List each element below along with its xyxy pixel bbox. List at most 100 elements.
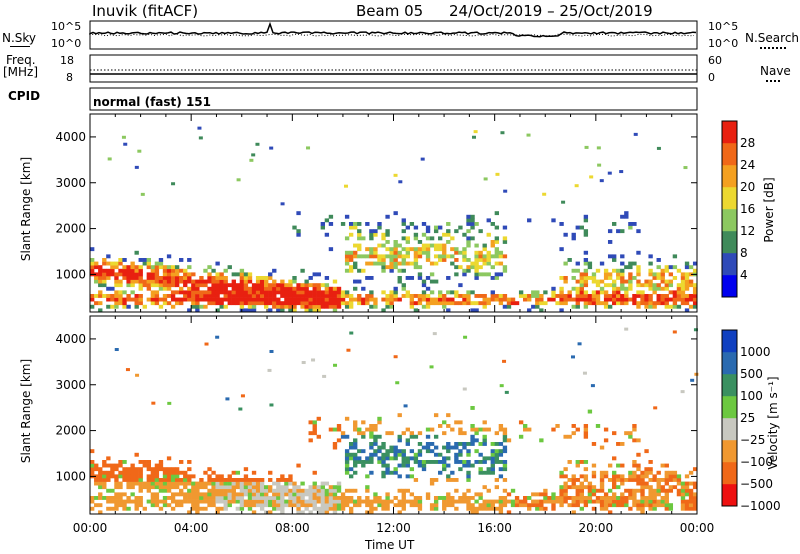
heatmap-cell: [264, 510, 269, 515]
heatmap-cell: [106, 268, 111, 273]
heatmap-cell: [607, 294, 613, 298]
heatmap-cell: [462, 499, 467, 504]
heatmap-cell: [620, 214, 625, 219]
heatmap-cell: [470, 214, 475, 219]
heatmap-cell: [482, 427, 487, 432]
heatmap-cell: [397, 279, 402, 284]
heatmap-cell: [652, 272, 657, 277]
heatmap-cell: [231, 294, 236, 298]
date-range: 24/Oct/2019 – 25/Oct/2019: [449, 2, 653, 20]
heatmap-cell: [223, 492, 228, 497]
heatmap-cell: [162, 272, 168, 277]
heatmap-cell: [170, 294, 176, 298]
heatmap-cell: [207, 503, 212, 508]
heatmap-cell: [417, 276, 423, 280]
heatmap-cell: [288, 290, 293, 295]
heatmap-cell: [401, 499, 406, 504]
colorbar-segment: [722, 253, 737, 276]
heatmap-cell: [421, 283, 427, 288]
cpid-label: CPID: [8, 89, 41, 103]
heatmap-cell: [466, 229, 471, 234]
heatmap-cell: [486, 297, 491, 302]
heatmap-cell: [385, 492, 390, 497]
heatmap-cell: [607, 510, 613, 515]
heatmap-cell: [486, 254, 491, 259]
heatmap-cell: [620, 478, 625, 482]
heatmap-cell: [454, 452, 459, 457]
heatmap-cell: [628, 434, 633, 439]
heatmap-cell: [632, 496, 637, 500]
heatmap-cell: [401, 222, 406, 226]
heatmap-cell: [373, 449, 378, 454]
heatmap-cell: [247, 506, 253, 511]
heatmap-cell: [227, 492, 232, 497]
heatmap-cell: [94, 481, 99, 486]
heatmap-speckle: [473, 130, 478, 134]
heatmap-cell: [486, 261, 491, 266]
heatmap-cell: [276, 478, 281, 482]
heatmap-cell: [668, 470, 674, 475]
heatmap-cell: [324, 232, 330, 237]
heatmap-cell: [292, 301, 297, 306]
heatmap-cell: [522, 427, 528, 432]
heatmap-cell: [106, 496, 111, 500]
heatmap-cell: [268, 499, 273, 504]
heatmap-cell: [446, 254, 451, 259]
heatmap-cell: [324, 218, 330, 223]
heatmap-cell: [401, 236, 406, 241]
heatmap-cell: [591, 470, 597, 475]
heatmap-cell: [357, 236, 362, 241]
heatmap-cell: [158, 463, 164, 468]
heatmap-cell: [502, 438, 508, 443]
heatmap-cell: [174, 290, 180, 295]
heatmap-speckle: [607, 171, 612, 175]
heatmap-cell: [292, 488, 297, 493]
heatmap-cell: [122, 470, 127, 475]
heatmap-cell: [146, 258, 151, 262]
heatmap-cell: [692, 304, 698, 309]
heatmap-cell: [401, 488, 406, 493]
heatmap-cell: [409, 492, 415, 497]
heatmap-cell: [170, 499, 176, 504]
heatmap-cell: [599, 499, 605, 504]
heatmap-cell: [458, 250, 463, 255]
heatmap-cell: [632, 474, 637, 479]
heatmap-cell: [454, 294, 459, 298]
heatmap-cell: [563, 232, 568, 237]
heatmap-cell: [417, 463, 423, 468]
heatmap-cell: [603, 290, 609, 295]
heatmap-cell: [652, 283, 657, 288]
heatmap-cell: [652, 286, 657, 291]
heatmap-cell: [458, 460, 463, 464]
heatmap-cell: [603, 304, 609, 309]
heatmap-cell: [636, 272, 641, 277]
heatmap-cell: [446, 496, 451, 500]
heatmap-speckle: [690, 378, 695, 382]
heatmap-cell: [102, 261, 107, 266]
heatmap-cell: [607, 304, 613, 309]
heatmap-cell: [462, 268, 467, 273]
heatmap-speckle: [500, 131, 505, 135]
heatmap-cell: [243, 276, 249, 280]
heatmap-cell: [510, 301, 516, 306]
heatmap-cell: [179, 258, 184, 262]
heatmap-cell: [603, 474, 609, 479]
heatmap-cell: [207, 297, 212, 302]
heatmap-cell: [466, 449, 471, 454]
heatmap-cell: [264, 276, 269, 280]
heatmap-cell: [688, 304, 694, 309]
heatmap-cell: [490, 276, 495, 280]
heatmap-cell: [563, 485, 568, 490]
heatmap-cell: [284, 297, 289, 302]
heatmap-speckle: [236, 178, 241, 182]
heatmap-cell: [348, 467, 354, 472]
velocity-ylabel: Slant Range [km]: [19, 358, 33, 464]
heatmap-cell: [664, 301, 669, 306]
heatmap-cell: [166, 265, 172, 270]
heatmap-cell: [150, 467, 156, 472]
heatmap-cell: [446, 308, 451, 313]
heatmap-cell: [280, 510, 285, 515]
heatmap-cell: [591, 276, 597, 280]
heatmap-cell: [316, 496, 321, 500]
heatmap-cell: [438, 236, 443, 241]
